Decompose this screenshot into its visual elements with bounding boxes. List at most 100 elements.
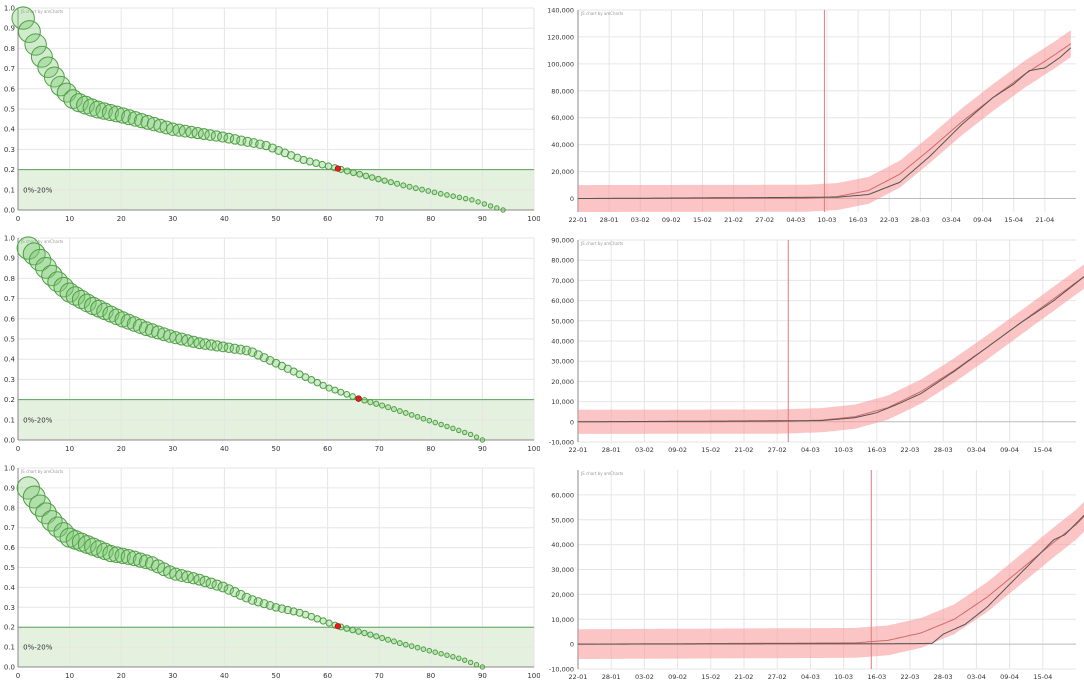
scatter-point[interactable]	[390, 638, 397, 645]
scatter-point[interactable]	[414, 644, 421, 651]
scatter-point[interactable]	[63, 89, 83, 109]
scatter-point[interactable]	[126, 550, 143, 567]
scatter-point[interactable]	[426, 417, 433, 424]
scatter-point[interactable]	[312, 159, 320, 167]
scatter-point[interactable]	[114, 547, 131, 564]
scatter-point[interactable]	[367, 631, 374, 638]
scatter-point[interactable]	[400, 182, 407, 189]
scatter-point[interactable]	[473, 662, 480, 668]
scatter-point[interactable]	[114, 107, 132, 124]
scatter-point[interactable]	[53, 522, 74, 543]
scatter-point[interactable]	[350, 169, 357, 177]
scatter-point[interactable]	[236, 135, 247, 146]
scatter-point[interactable]	[402, 410, 409, 416]
scatter-point[interactable]	[211, 579, 223, 591]
scatter-point[interactable]	[396, 640, 403, 647]
scatter-point[interactable]	[28, 494, 52, 517]
scatter-point[interactable]	[368, 174, 376, 181]
scatter-point[interactable]	[35, 502, 57, 525]
scatter-point[interactable]	[385, 636, 392, 643]
scatter-point[interactable]	[35, 256, 57, 279]
scatter-point[interactable]	[444, 423, 450, 430]
scatter-point[interactable]	[114, 311, 131, 328]
scatter-point[interactable]	[41, 510, 63, 532]
scatter-point[interactable]	[223, 132, 235, 144]
scatter-point[interactable]	[408, 643, 415, 650]
scatter-point[interactable]	[325, 384, 333, 392]
scatter-point[interactable]	[361, 397, 368, 404]
scatter-point[interactable]	[343, 625, 351, 632]
scatter-point[interactable]	[28, 248, 52, 272]
scatter-point[interactable]	[313, 615, 321, 623]
scatter-point[interactable]	[420, 415, 427, 422]
scatter-point[interactable]	[426, 647, 433, 654]
scatter-point[interactable]	[355, 628, 362, 635]
scatter-point[interactable]	[307, 376, 316, 384]
scatter-point[interactable]	[361, 629, 368, 637]
highlight-point[interactable]	[355, 395, 362, 402]
scatter-point[interactable]	[500, 207, 506, 213]
scatter-point[interactable]	[241, 592, 252, 603]
scatter-point[interactable]	[59, 282, 80, 303]
scatter-point[interactable]	[318, 160, 327, 169]
scatter-point[interactable]	[280, 148, 290, 158]
scatter-point[interactable]	[324, 162, 333, 170]
scatter-point[interactable]	[450, 654, 456, 660]
scatter-point[interactable]	[313, 378, 321, 387]
scatter-point[interactable]	[432, 649, 439, 655]
scatter-point[interactable]	[432, 419, 439, 426]
scatter-point[interactable]	[385, 404, 392, 411]
scatter-point[interactable]	[494, 205, 500, 211]
scatter-point[interactable]	[390, 406, 397, 413]
scatter-point[interactable]	[444, 192, 450, 198]
scatter-point[interactable]	[235, 589, 246, 600]
scatter-point[interactable]	[467, 431, 474, 438]
scatter-point[interactable]	[362, 172, 370, 180]
scatter-point[interactable]	[475, 199, 481, 205]
scatter-point[interactable]	[479, 437, 486, 443]
scatter-point[interactable]	[71, 289, 91, 310]
scatter-point[interactable]	[396, 408, 403, 414]
scatter-point[interactable]	[108, 105, 125, 123]
scatter-point[interactable]	[37, 56, 59, 78]
scatter-point[interactable]	[343, 390, 351, 398]
scatter-point[interactable]	[30, 45, 53, 68]
scatter-point[interactable]	[65, 286, 86, 306]
scatter-point[interactable]	[367, 398, 374, 406]
scatter-point[interactable]	[456, 655, 462, 662]
scatter-point[interactable]	[406, 183, 413, 190]
scatter-point[interactable]	[120, 313, 137, 330]
scatter-point[interactable]	[379, 402, 386, 409]
scatter-point[interactable]	[456, 427, 462, 434]
scatter-point[interactable]	[419, 186, 425, 193]
scatter-point[interactable]	[469, 197, 475, 203]
scatter-point[interactable]	[337, 388, 345, 396]
scatter-point[interactable]	[229, 134, 241, 145]
scatter-point[interactable]	[467, 659, 474, 666]
scatter-point[interactable]	[437, 190, 444, 197]
scatter-point[interactable]	[241, 345, 252, 356]
scatter-point[interactable]	[402, 641, 409, 648]
scatter-point[interactable]	[17, 20, 41, 43]
scatter-point[interactable]	[387, 179, 394, 186]
scatter-point[interactable]	[95, 102, 113, 120]
scatter-point[interactable]	[375, 175, 382, 183]
scatter-point[interactable]	[479, 664, 486, 670]
scatter-point[interactable]	[438, 650, 444, 657]
scatter-point[interactable]	[217, 581, 229, 593]
scatter-point[interactable]	[381, 177, 388, 184]
scatter-point[interactable]	[289, 607, 298, 616]
scatter-point[interactable]	[414, 413, 421, 420]
scatter-point[interactable]	[450, 425, 456, 432]
scatter-point[interactable]	[487, 203, 494, 209]
scatter-point[interactable]	[47, 516, 69, 538]
scatter-point[interactable]	[438, 421, 444, 428]
scatter-point[interactable]	[425, 188, 432, 194]
scatter-point[interactable]	[178, 124, 192, 138]
scatter-point[interactable]	[343, 167, 351, 175]
scatter-point[interactable]	[325, 619, 333, 627]
scatter-point[interactable]	[108, 546, 126, 564]
scatter-point[interactable]	[481, 201, 488, 207]
scatter-point[interactable]	[349, 393, 356, 400]
scatter-point[interactable]	[319, 617, 327, 625]
